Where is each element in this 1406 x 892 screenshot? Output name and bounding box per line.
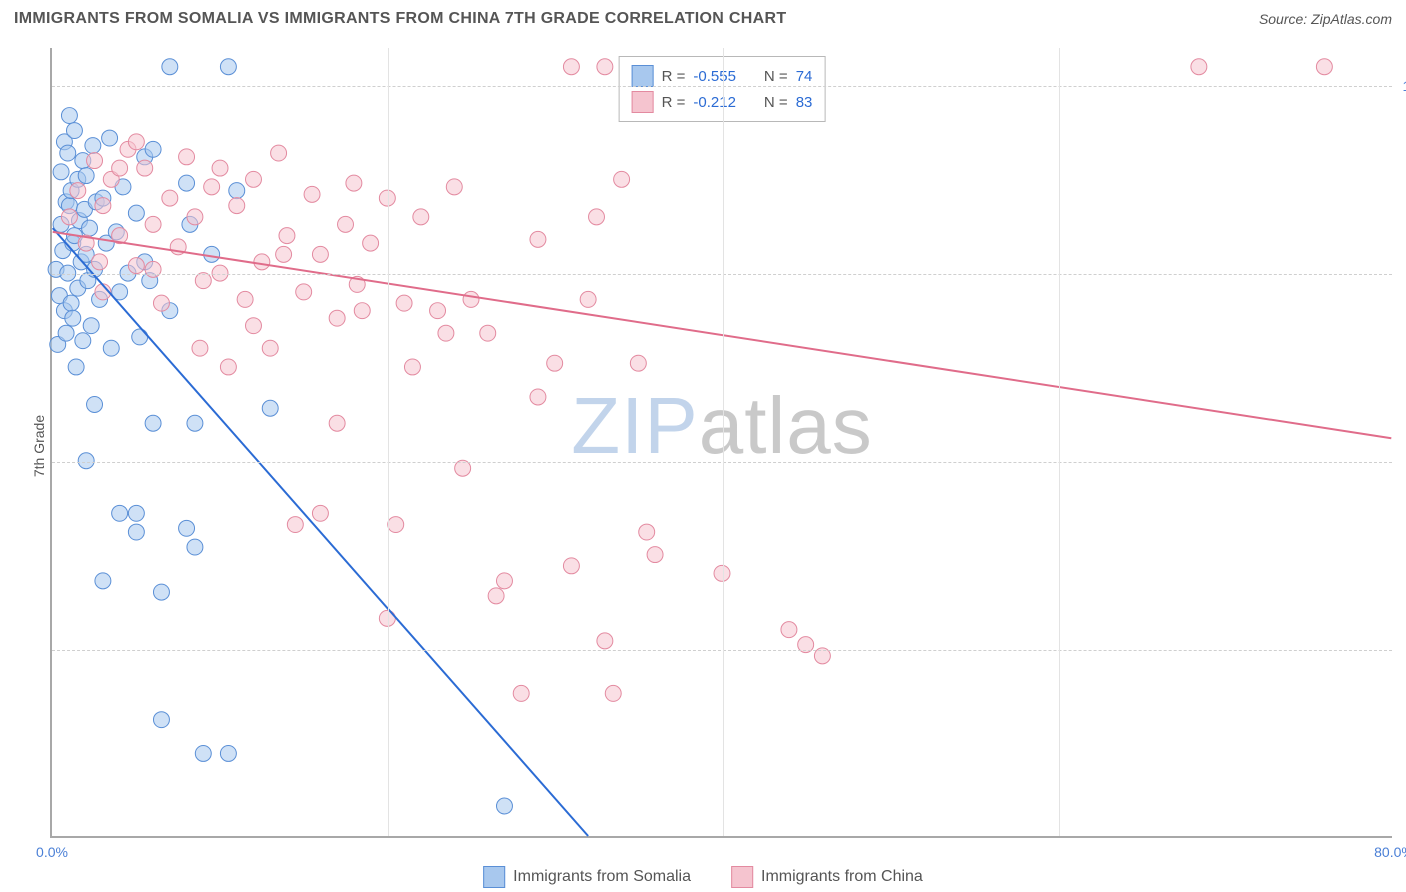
legend-swatch-somalia xyxy=(483,866,505,888)
stats-row-china: R = -0.212 N = 83 xyxy=(632,89,813,115)
n-value-china: 83 xyxy=(796,94,813,111)
legend-item-somalia: Immigrants from Somalia xyxy=(483,866,691,888)
n-value-somalia: 74 xyxy=(796,68,813,85)
n-label: N = xyxy=(764,94,788,111)
chart-header: IMMIGRANTS FROM SOMALIA VS IMMIGRANTS FR… xyxy=(14,10,1392,28)
r-value-somalia: -0.555 xyxy=(693,68,736,85)
y-axis-label: 7th Grade xyxy=(31,415,47,477)
legend-label-china: Immigrants from China xyxy=(761,868,923,886)
bottom-legend: Immigrants from Somalia Immigrants from … xyxy=(483,866,923,888)
legend-item-china: Immigrants from China xyxy=(731,866,923,888)
source-attribution: Source: ZipAtlas.com xyxy=(1259,11,1392,27)
legend-label-somalia: Immigrants from Somalia xyxy=(513,868,691,886)
x-tick-label: 80.0% xyxy=(1374,844,1406,860)
scatter-plot: ZIPatlas R = -0.555 N = 74 R = -0.212 N … xyxy=(50,48,1392,838)
legend-swatch-china xyxy=(731,866,753,888)
chart-title: IMMIGRANTS FROM SOMALIA VS IMMIGRANTS FR… xyxy=(14,10,786,28)
r-label: R = xyxy=(662,68,686,85)
y-tick-label: 100.0% xyxy=(1403,78,1406,94)
swatch-somalia xyxy=(632,65,654,87)
n-label: N = xyxy=(764,68,788,85)
correlation-stats-box: R = -0.555 N = 74 R = -0.212 N = 83 xyxy=(619,56,826,122)
chart-canvas xyxy=(52,48,1392,836)
swatch-china xyxy=(632,91,654,113)
r-value-china: -0.212 xyxy=(693,94,736,111)
r-label: R = xyxy=(662,94,686,111)
x-tick-label: 0.0% xyxy=(36,844,68,860)
